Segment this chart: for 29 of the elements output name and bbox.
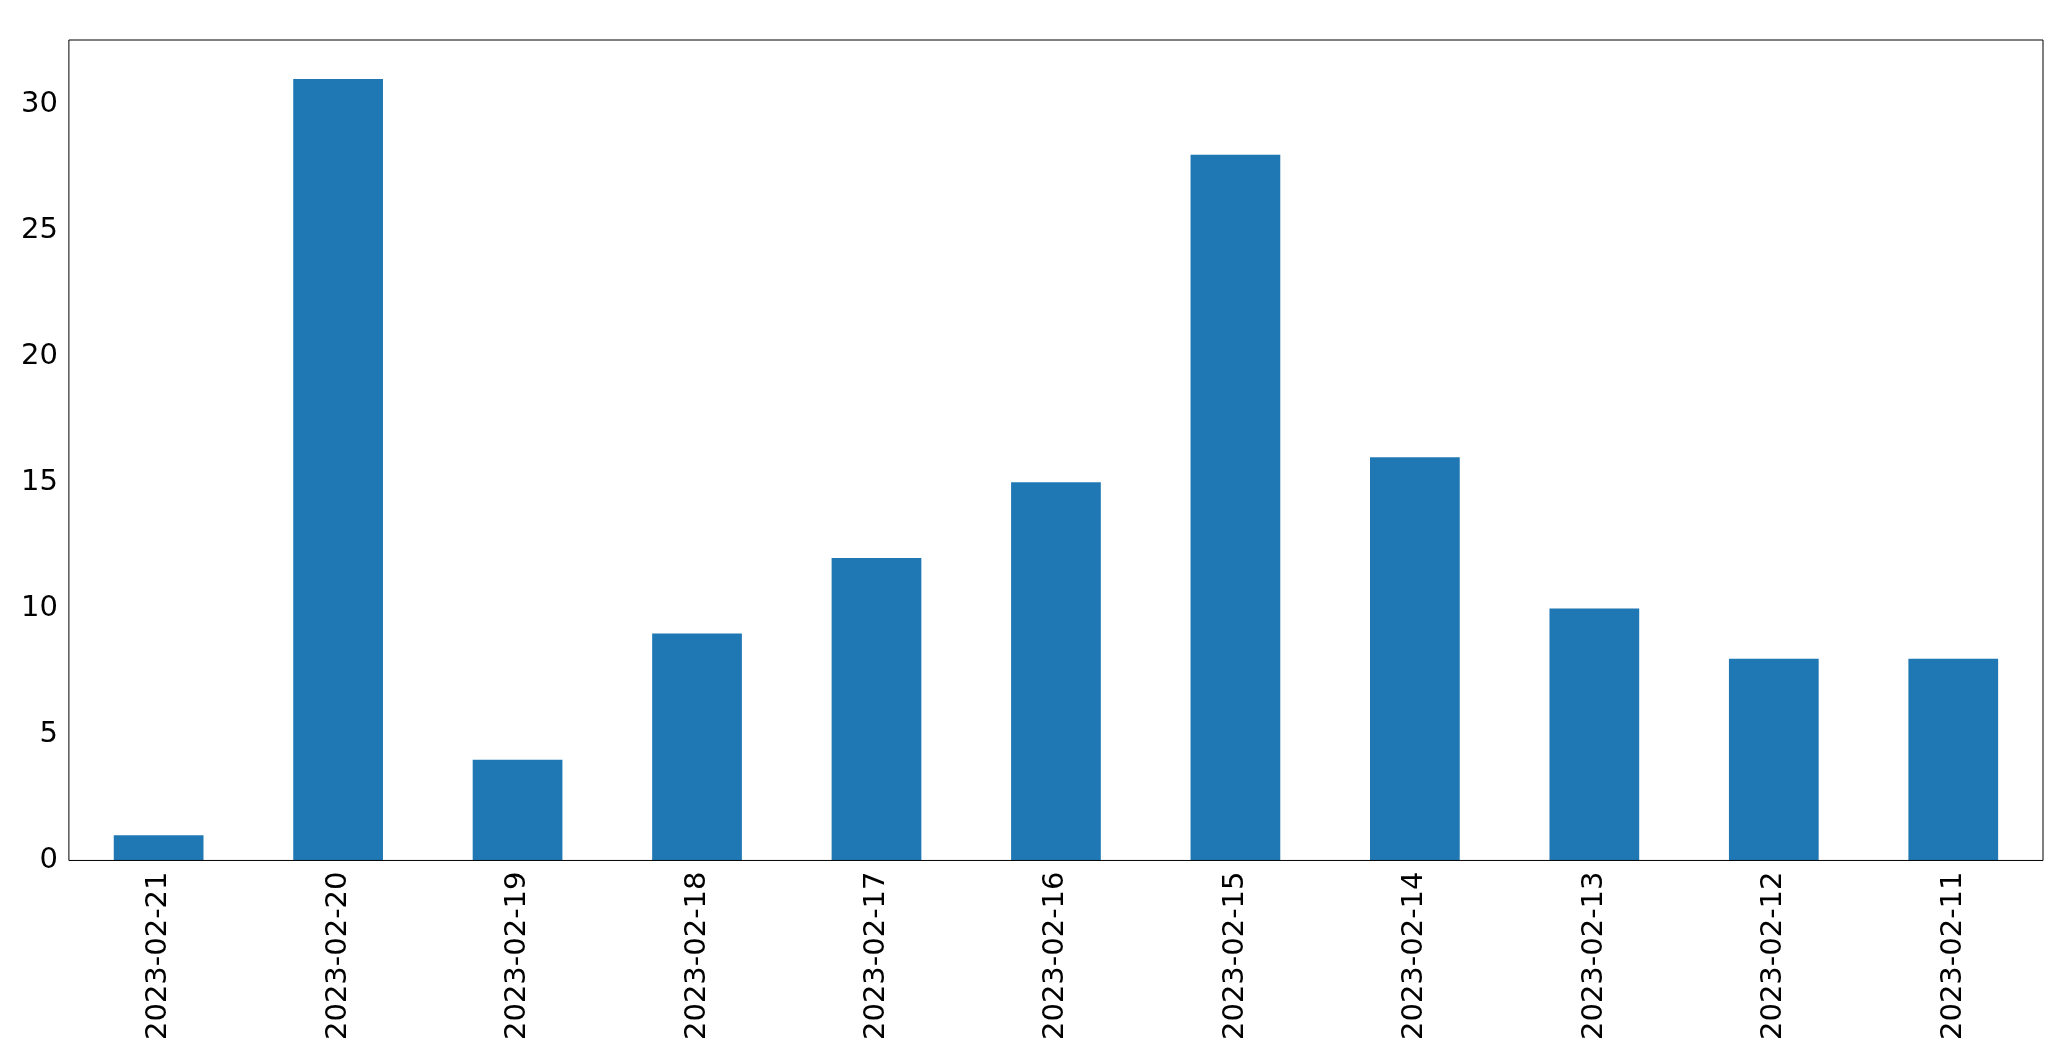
x-tick-label: 2023-02-17 (857, 871, 892, 1041)
x-tick-label: 2023-02-18 (677, 871, 712, 1041)
bar (1908, 658, 1999, 861)
x-tick-label: 2023-02-12 (1754, 871, 1789, 1041)
y-tick-label: 20 (21, 336, 58, 371)
y-tick-label: 0 (39, 841, 58, 875)
x-tick-label: 2023-02-13 (1574, 871, 1609, 1041)
bar (113, 835, 204, 861)
bar (1549, 608, 1640, 861)
x-tick-label: 2023-02-20 (318, 871, 353, 1041)
bar (1728, 658, 1819, 861)
x-tick-label: 2023-02-14 (1395, 871, 1430, 1041)
y-tick-label: 10 (21, 588, 58, 623)
bar (1370, 457, 1460, 861)
x-tick-label: 2023-02-19 (498, 871, 533, 1041)
bar (293, 79, 383, 861)
bar (1190, 154, 1281, 861)
bar (1011, 482, 1101, 861)
x-tick-label: 2023-02-16 (1036, 871, 1071, 1041)
y-tick-label: 5 (39, 714, 58, 749)
bar (831, 557, 922, 861)
x-tick-label: 2023-02-11 (1933, 871, 1968, 1041)
y-tick-label: 25 (21, 210, 58, 245)
bar (652, 633, 742, 861)
x-tick-label: 2023-02-21 (139, 871, 174, 1041)
y-tick-label: 30 (21, 84, 58, 119)
x-tick-label: 2023-02-15 (1215, 871, 1250, 1041)
y-tick-label: 15 (21, 462, 58, 497)
bar (472, 759, 563, 861)
